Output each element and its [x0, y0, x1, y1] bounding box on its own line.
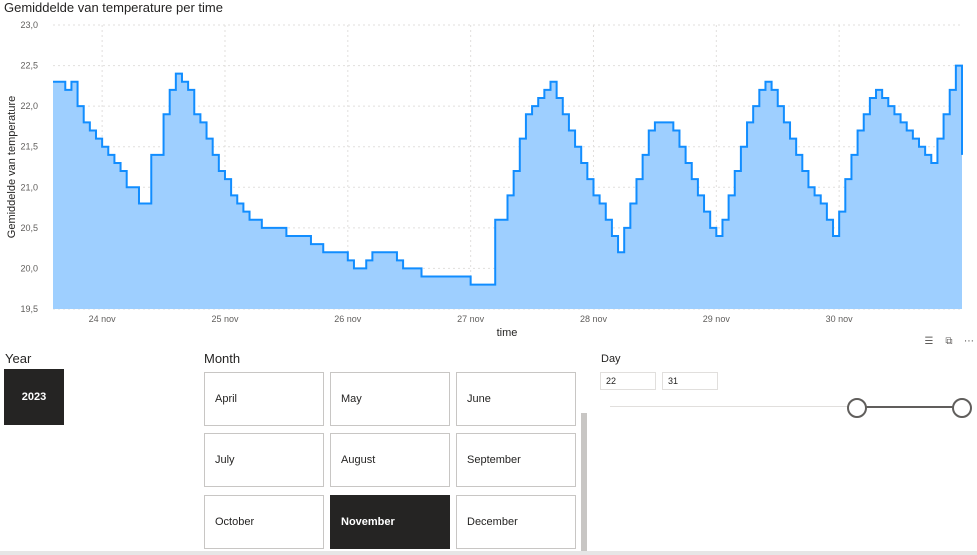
x-tick-label: 28 nov	[580, 314, 608, 324]
y-tick-label: 20,0	[20, 263, 38, 273]
x-tick-label: 30 nov	[826, 314, 854, 324]
month-option-august[interactable]: August	[330, 433, 450, 487]
year-slicer-title: Year	[5, 351, 32, 366]
month-slicer-title: Month	[204, 351, 241, 366]
x-axis-title: time	[497, 327, 518, 339]
x-tick-label: 26 nov	[334, 314, 362, 324]
temperature-area-chart: 19,5 20,0 20,5 21,0 21,5 22,0 22,5 23,0 24 nov 2…	[6, 20, 963, 339]
x-tick-label: 27 nov	[457, 314, 485, 324]
day-min-input[interactable]: 22	[600, 372, 656, 390]
month-option-october[interactable]: October	[204, 495, 324, 549]
day-slider-max-handle[interactable]	[952, 398, 972, 418]
y-tick-label: 21,5	[20, 142, 38, 152]
visual-header-icons: ☰ ⧉ ⋯	[924, 336, 974, 347]
x-tick-label: 24 nov	[89, 314, 117, 324]
page-bottom-bar	[0, 551, 977, 555]
temperature-area-fill	[53, 65, 962, 309]
x-tick-label: 25 nov	[211, 314, 239, 324]
month-option-september[interactable]: September	[456, 433, 576, 487]
y-tick-label: 22,0	[20, 101, 38, 111]
focus-mode-icon[interactable]: ⧉	[945, 336, 953, 347]
day-max-input[interactable]: 31	[662, 372, 718, 390]
month-option-april[interactable]: April	[204, 372, 324, 426]
temperature-line	[53, 64, 963, 286]
month-slicer-scrollbar[interactable]	[581, 413, 587, 551]
y-tick-label: 20,5	[20, 223, 38, 233]
day-slicer-title: Day	[601, 353, 621, 365]
x-tick-label: 29 nov	[703, 314, 731, 324]
month-option-december[interactable]: December	[456, 495, 576, 549]
more-options-icon[interactable]: ⋯	[964, 336, 974, 347]
month-option-july[interactable]: July	[204, 433, 324, 487]
y-tick-label: 23,0	[20, 20, 38, 30]
month-option-june[interactable]: June	[456, 372, 576, 426]
filter-icon[interactable]: ☰	[924, 336, 934, 347]
day-slider-min-handle[interactable]	[847, 398, 867, 418]
month-option-november[interactable]: November	[330, 495, 450, 549]
day-slider-track	[610, 406, 961, 407]
chart-title: Gemiddelde van temperature per time	[4, 0, 223, 15]
y-axis-title: Gemiddelde van temperature	[6, 96, 18, 238]
day-slider-selected-range	[857, 406, 961, 408]
year-option-2023[interactable]: 2023	[4, 369, 64, 425]
y-tick-label: 21,0	[20, 182, 38, 192]
y-tick-label: 19,5	[20, 304, 38, 314]
month-option-may[interactable]: May	[330, 372, 450, 426]
y-tick-label: 22,5	[20, 61, 38, 71]
